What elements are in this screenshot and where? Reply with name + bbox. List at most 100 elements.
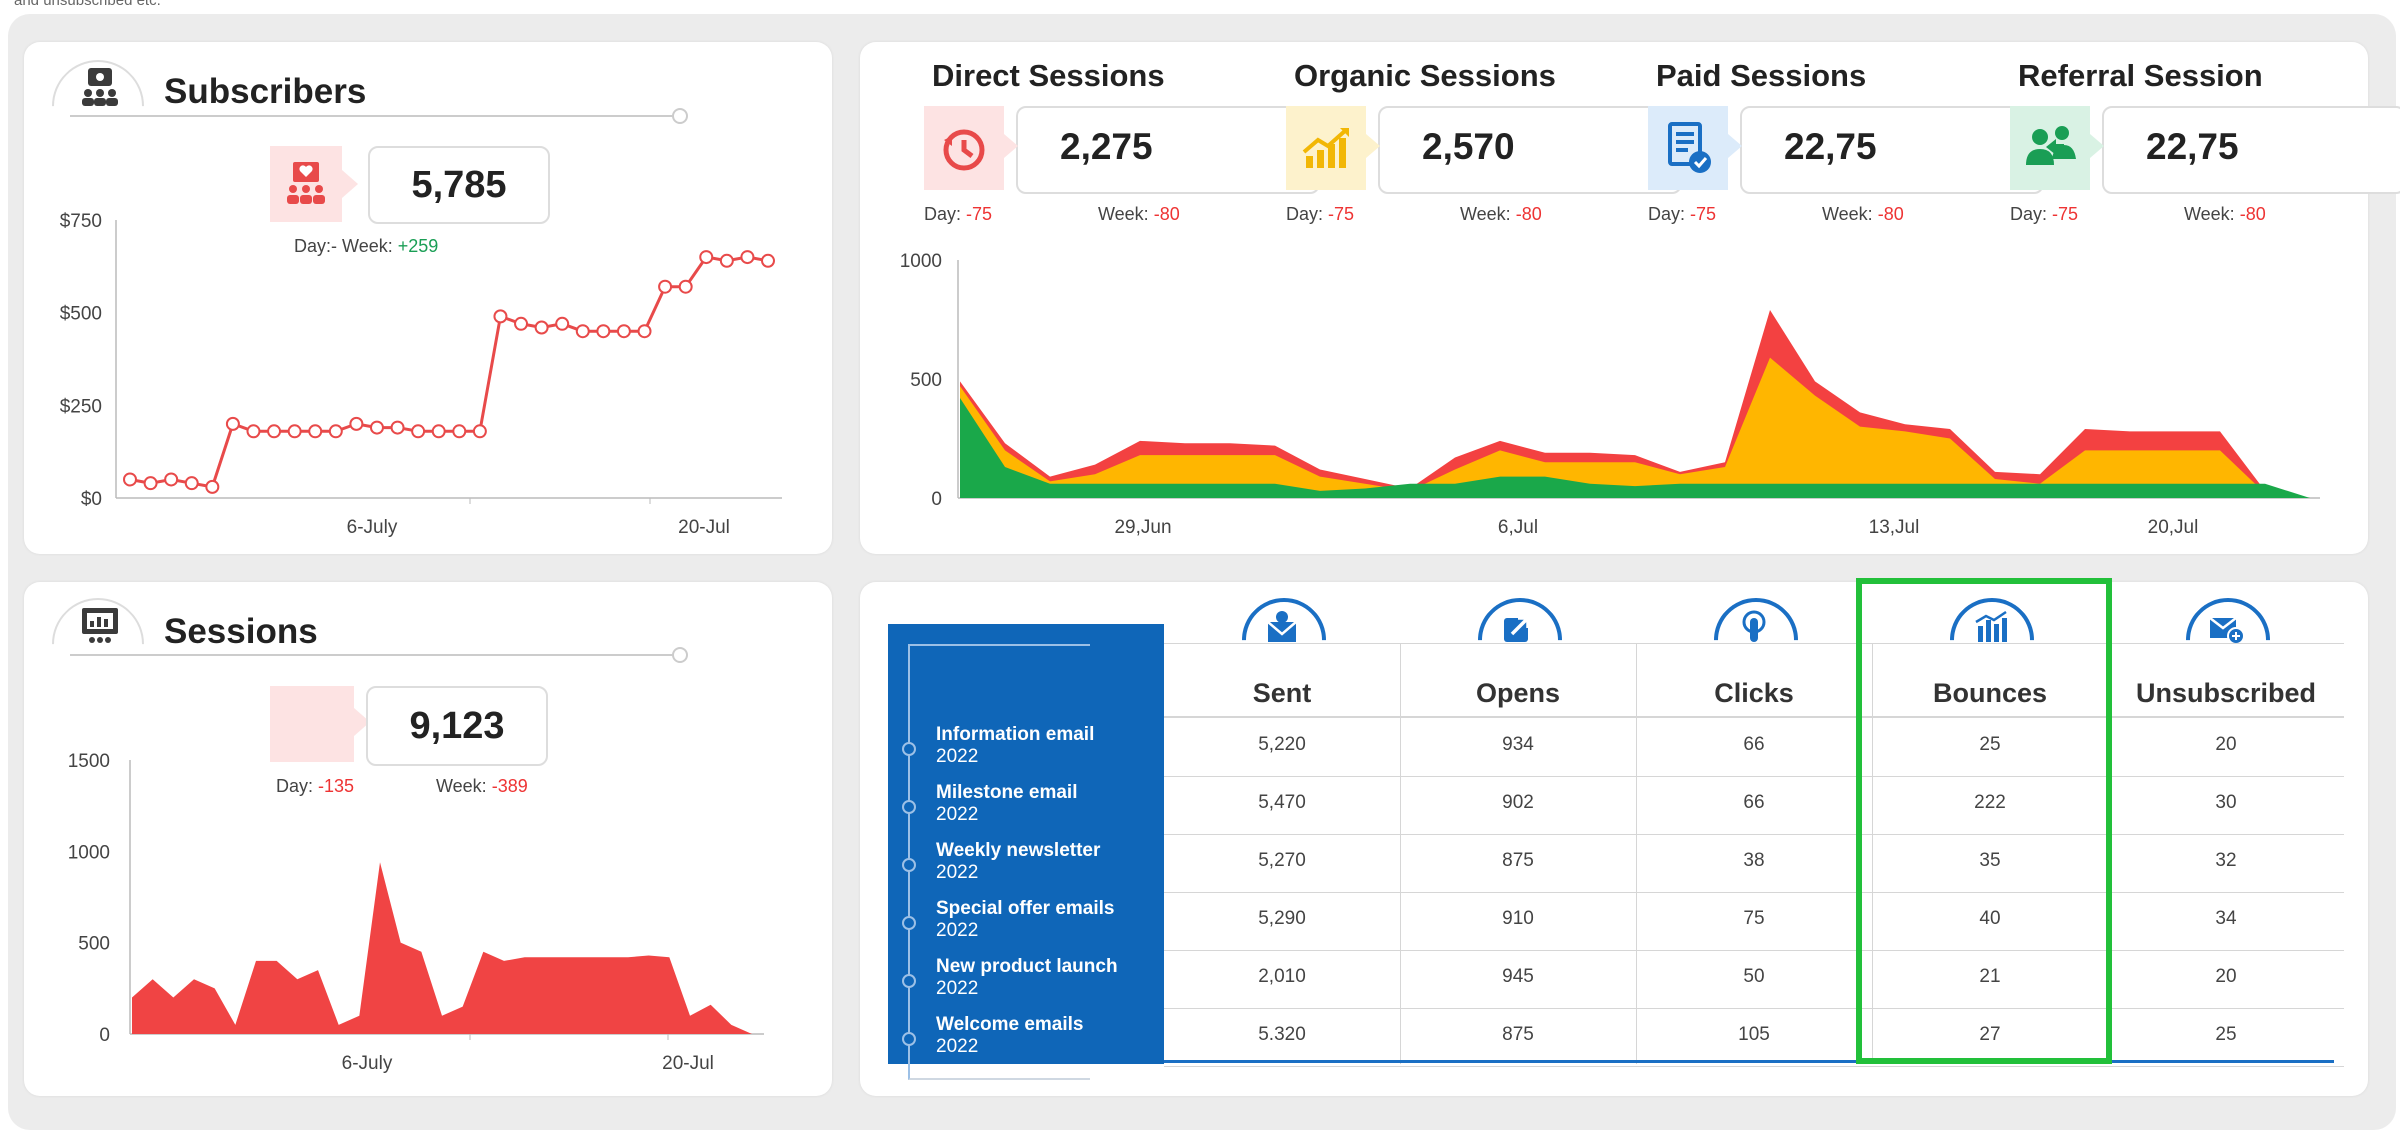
sessions-y-tick: 0 xyxy=(99,1025,110,1046)
subscribers-point xyxy=(616,324,631,339)
subscribers-point xyxy=(431,424,446,439)
subscribers-point xyxy=(658,279,673,294)
cell-sent: 5,220 xyxy=(1258,734,1306,755)
cell-unsubscribed: 25 xyxy=(2215,1024,2237,1045)
traffic-x-tick-4: 20,Jul xyxy=(2148,517,2199,538)
source-value-3: 22,75 xyxy=(1784,126,1877,167)
sessions-value-box: 9,123 xyxy=(366,686,548,766)
clock-icon xyxy=(924,106,1004,190)
subscribers-kpi-icon xyxy=(270,146,342,222)
table-row xyxy=(1164,1066,2344,1067)
top-note: and unsubscribed etc. xyxy=(14,0,161,9)
subscribers-chart: $750 $500 $250 $0 6-July 20-Jul xyxy=(60,211,782,538)
source-week-label-2: Week: xyxy=(1460,204,1511,224)
sessions-divider-dot xyxy=(672,647,688,663)
table-header-line xyxy=(1164,716,2344,718)
sessions-value: 9,123 xyxy=(409,704,505,747)
source-week-2: Week: -80 xyxy=(1460,204,1542,225)
column-header-unsubscribed: Unsubscribed xyxy=(2135,678,2317,708)
source-day-3: Day: -75 xyxy=(1648,204,1716,225)
campaign-year-3: 2022 xyxy=(936,862,979,883)
subscribers-point xyxy=(411,424,426,439)
source-day-label-3: Day: xyxy=(1648,204,1686,224)
cell-opens: 875 xyxy=(1502,850,1534,871)
cell-bounces: 27 xyxy=(1979,1024,2001,1045)
subscribers-day-week: Day:- Week: +259 xyxy=(294,236,438,257)
campaign-title-5: New product launch xyxy=(936,956,1118,977)
subscribers-card xyxy=(24,42,832,554)
subscribers-point xyxy=(143,476,158,491)
timeline-node xyxy=(902,1032,916,1046)
table-top-line xyxy=(1164,643,2344,644)
subscribers-point xyxy=(164,472,179,487)
sessions-week-label: Week: xyxy=(436,776,487,796)
cell-bounces: 21 xyxy=(1979,966,2001,987)
campaign-title-1: Information email xyxy=(936,724,1095,745)
source-value-box-4 xyxy=(2102,106,2400,194)
cell-clicks: 75 xyxy=(1743,908,1765,929)
sessions-x-tick-1: 6-July xyxy=(342,1053,393,1074)
timeline-node xyxy=(902,974,916,988)
subscribers-point xyxy=(719,253,734,268)
column-header-opens: Opens xyxy=(1475,678,1561,708)
source-value-box-1 xyxy=(1016,106,1320,194)
source-day-value-4: -75 xyxy=(2052,204,2079,224)
source-week-value-2: -80 xyxy=(1515,204,1542,224)
cell-opens: 875 xyxy=(1502,1024,1534,1045)
source-day-value-1: -75 xyxy=(966,204,993,224)
table-row xyxy=(1164,1008,2344,1009)
campaign-year-5: 2022 xyxy=(936,978,979,999)
source-value-box-2 xyxy=(1378,106,1682,194)
traffic-area-red xyxy=(960,309,2310,498)
table-bottom-line xyxy=(1164,1060,2334,1063)
sessions-kpi-icon xyxy=(270,686,354,762)
envelope-plus-icon xyxy=(2206,608,2246,648)
subscribers-point xyxy=(246,424,261,439)
subscribers-point xyxy=(637,324,652,339)
subscribers-x-tick-1: 6-July xyxy=(347,517,398,538)
table-row xyxy=(1164,892,2344,893)
cell-clicks: 50 xyxy=(1743,966,1765,987)
source-day-4: Day: -75 xyxy=(2010,204,2078,225)
source-value-4: 22,75 xyxy=(2146,126,2239,167)
source-title-4: Referral Session xyxy=(2018,58,2263,93)
sessions-chart: 1500 1000 500 0 6-July 20-Jul xyxy=(68,751,764,1074)
traffic-area-green xyxy=(960,398,2310,498)
subscribers-point xyxy=(390,420,405,435)
source-week-label-1: Week: xyxy=(1098,204,1149,224)
subscribers-icon xyxy=(78,66,122,110)
subscribers-divider-dot xyxy=(672,108,688,124)
source-value-box-3 xyxy=(1740,106,2044,194)
table-row xyxy=(1164,776,2344,777)
subscribers-y-tick: $250 xyxy=(60,396,102,417)
subscribers-point xyxy=(555,316,570,331)
subscribers-y-tick: $500 xyxy=(60,304,102,325)
cell-unsubscribed: 34 xyxy=(2215,908,2237,929)
subscribers-point xyxy=(267,424,282,439)
sessions-divider xyxy=(70,654,680,656)
traffic-y-tick: 1000 xyxy=(900,251,942,272)
campaign-name-panel xyxy=(888,624,1164,1064)
subscribers-point xyxy=(225,416,240,431)
sessions-day-stat: Day: -135 xyxy=(276,776,354,797)
subscribers-point xyxy=(452,424,467,439)
column-header-bounces: Bounces xyxy=(1932,678,2048,708)
subscribers-point xyxy=(596,324,611,339)
source-week-1: Week: -80 xyxy=(1098,204,1180,225)
cell-bounces: 40 xyxy=(1979,908,2001,929)
subscribers-point xyxy=(205,479,220,494)
traffic-y-tick: 0 xyxy=(931,489,942,510)
sessions-icon xyxy=(78,604,122,648)
source-value-2: 2,570 xyxy=(1422,126,1515,167)
campaign-year-1: 2022 xyxy=(936,746,979,767)
source-week-value-4: -80 xyxy=(2239,204,2266,224)
cell-sent: 5,270 xyxy=(1258,850,1306,871)
bounces-highlight xyxy=(1856,578,2112,1064)
subscribers-point xyxy=(328,424,343,439)
traffic-x-tick-2: 6,Jul xyxy=(1498,517,1538,538)
cell-unsubscribed: 20 xyxy=(2215,966,2237,987)
cell-unsubscribed: 20 xyxy=(2215,734,2237,755)
cell-sent: 5.320 xyxy=(1258,1024,1306,1045)
column-divider xyxy=(1400,644,1401,1064)
cell-clicks: 105 xyxy=(1738,1024,1770,1045)
